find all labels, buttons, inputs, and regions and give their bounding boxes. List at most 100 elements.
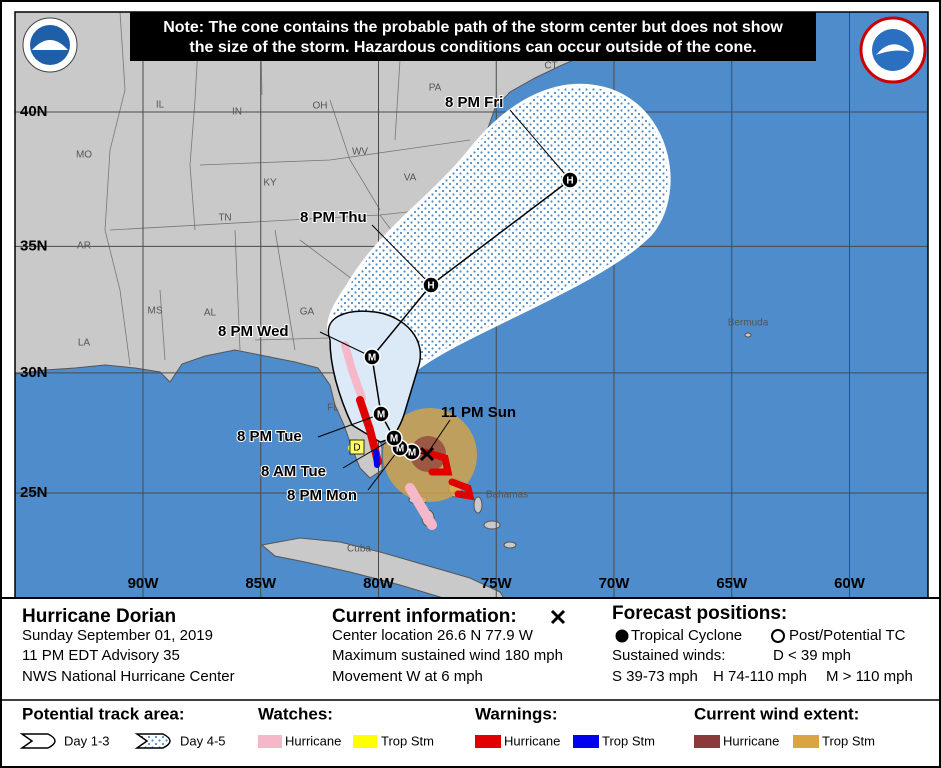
storm-name: Hurricane Dorian xyxy=(22,606,176,627)
latitude-label: 30N xyxy=(20,364,48,381)
leader-line xyxy=(371,224,432,286)
intensity-letter: M xyxy=(377,410,385,421)
note-box xyxy=(130,12,816,61)
forecast-title: Forecast positions: xyxy=(612,603,787,624)
storm-info: 11 PM EDT Advisory 35 xyxy=(22,647,180,664)
forecast-key: Tropical Cyclone xyxy=(631,627,742,644)
legend-label: Trop Stm xyxy=(381,733,434,748)
place-label: MO xyxy=(76,150,92,161)
forecast-point xyxy=(385,429,403,447)
d-marker: D xyxy=(353,443,360,454)
nws-logo xyxy=(859,16,927,84)
legend-label: Trop Stm xyxy=(602,733,655,748)
place-label: IN xyxy=(232,107,242,118)
place-label: TN xyxy=(218,213,231,224)
place-label: PA xyxy=(429,83,442,94)
note-line: Note: The cone contains the probable pat… xyxy=(163,19,783,36)
place-label: VA xyxy=(404,173,417,184)
map: 40N 35N 30N 25N 90W 85W 80W 75W 70W 65W 60W CT PA IL… xyxy=(15,12,928,598)
swatch xyxy=(694,735,720,748)
forecast-track: M 8 PM Mon M 8 AM Tue M 8 PM Tue M 8 PM Wed M 8 P… xyxy=(217,93,579,505)
forecast-point xyxy=(363,348,381,366)
forecast-point xyxy=(372,405,390,423)
place-label: Cuba xyxy=(347,544,371,555)
forecast-time-label: 8 PM Tue xyxy=(237,428,302,445)
swatch xyxy=(475,735,501,748)
longitude-label: 70W xyxy=(599,575,631,592)
place-labels: CTPAILINOHMOWVVAKYTNARSCMSALGALAFLBermud… xyxy=(76,61,769,555)
forecast-point xyxy=(422,276,440,294)
leader-line xyxy=(509,109,571,181)
place-label: CT xyxy=(544,61,557,72)
forecast-key: M > 110 mph xyxy=(826,668,913,685)
leader-line xyxy=(317,413,382,438)
forecast-time-label: 8 PM Wed xyxy=(218,323,289,340)
place-label: IL xyxy=(156,100,165,111)
longitude-label: 65W xyxy=(716,575,748,592)
leader-line xyxy=(367,447,401,491)
forecast-key: S 39-73 mph xyxy=(612,668,698,685)
post-icon xyxy=(771,629,785,643)
cuba xyxy=(260,537,505,598)
current-info: Center location 26.6 N 77.9 W xyxy=(332,627,534,644)
legend-title: Potential track area: xyxy=(22,704,185,723)
current-position xyxy=(419,446,435,462)
legend-title: Watches: xyxy=(258,704,333,723)
longitude-label: 75W xyxy=(481,575,513,592)
current-x-icon xyxy=(550,609,566,625)
day45-icon xyxy=(134,733,171,749)
place-label: KY xyxy=(263,178,277,189)
legend-title: Warnings: xyxy=(475,704,557,723)
place-label: WV xyxy=(352,147,368,158)
tropical-icon xyxy=(615,629,629,643)
forecast-key: Post/Potential TC xyxy=(789,627,906,644)
note-line: the size of the storm. Hazardous conditi… xyxy=(189,39,756,56)
swatch xyxy=(573,735,599,748)
legend-label: Trop Stm xyxy=(822,733,875,748)
cone-day-4-5 xyxy=(326,83,671,370)
storm-info: Sunday September 01, 2019 xyxy=(22,627,213,644)
legend-label: Hurricane xyxy=(723,733,779,748)
intensity-letter: M xyxy=(390,434,398,445)
current-info: Movement W at 6 mph xyxy=(332,668,483,685)
current-time-label: 11 PM Sun xyxy=(441,404,516,421)
place-label: OH xyxy=(313,101,328,112)
place-label: LA xyxy=(78,338,91,349)
longitude-label: 90W xyxy=(128,575,160,592)
swatch xyxy=(353,735,377,748)
place-label: Bahamas xyxy=(486,490,528,501)
intensity-letter: M xyxy=(408,448,416,459)
place-label: AL xyxy=(204,308,217,319)
forecast-time-label: 8 PM Thu xyxy=(300,209,367,226)
legend-title: Current wind extent: xyxy=(694,704,859,723)
place-label: MS xyxy=(148,306,163,317)
place-label: Bermuda xyxy=(728,318,769,329)
place-label: AR xyxy=(77,241,91,252)
legend-label: Day 1-3 xyxy=(64,733,110,748)
bermuda xyxy=(744,332,752,338)
day13-icon xyxy=(19,733,56,749)
forecast-key: H 74-110 mph xyxy=(713,668,807,685)
current-info: Maximum sustained wind 180 mph xyxy=(332,647,563,664)
place-label: GA xyxy=(300,307,315,318)
swatch xyxy=(793,735,819,748)
forecast-time-label: 8 PM Fri xyxy=(445,94,503,111)
place-label: FL xyxy=(327,403,339,414)
intensity-letter: M xyxy=(396,444,404,455)
intensity-letter: M xyxy=(368,353,376,364)
current-title: Current information: xyxy=(332,606,517,627)
longitude-label: 85W xyxy=(245,575,277,592)
d-marker-box xyxy=(349,439,365,455)
legend-label: Day 4-5 xyxy=(180,733,226,748)
forecast-time-label: 8 PM Mon xyxy=(287,487,357,504)
intensity-letter: H xyxy=(427,281,434,292)
longitude-label: 60W xyxy=(834,575,866,592)
leader-line xyxy=(342,437,395,469)
intensity-letter: H xyxy=(566,176,573,187)
legend-label: Hurricane xyxy=(285,733,341,748)
forecast-time-label: 8 AM Tue xyxy=(261,463,326,480)
swatch xyxy=(258,735,282,748)
forecast-key: D < 39 mph xyxy=(773,647,851,664)
longitude-label: 80W xyxy=(363,575,395,592)
